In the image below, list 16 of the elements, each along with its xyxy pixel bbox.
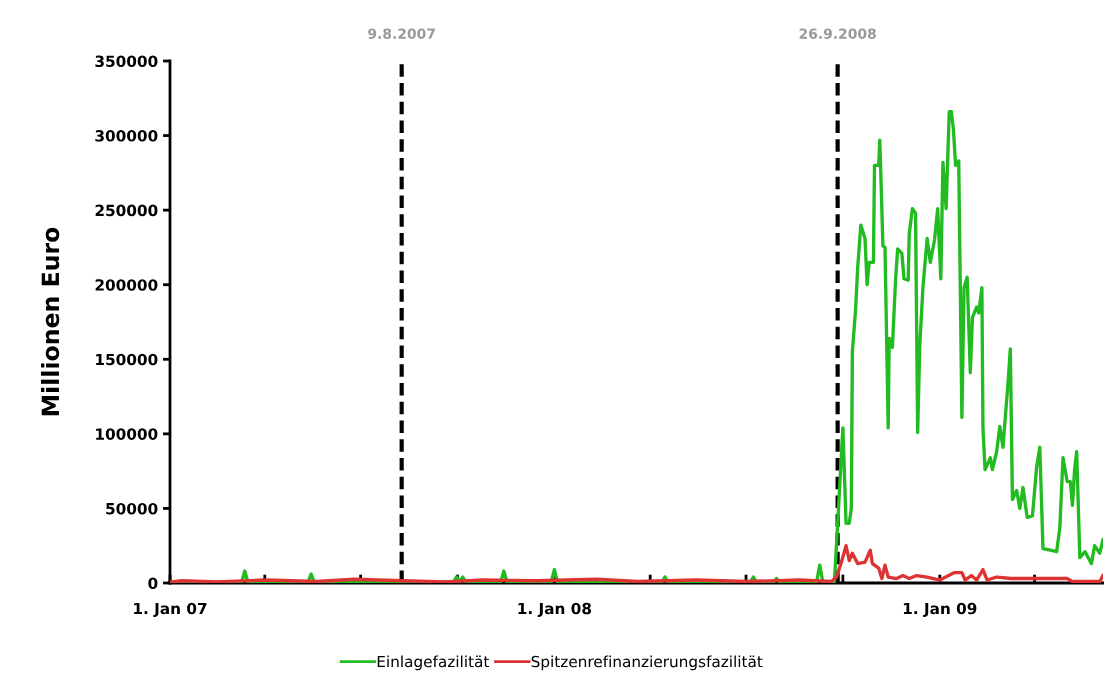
y-tick-label: 350000 xyxy=(95,55,158,68)
x-tick-label: 1. Jan 08 xyxy=(518,602,592,618)
y-tick-label: 150000 xyxy=(96,353,158,366)
y-axis-title: Millionen Euro xyxy=(41,227,60,416)
y-tick-label: 200000 xyxy=(95,279,158,291)
ref-line-label: 9.8.2007 xyxy=(368,28,435,39)
x-tick-label: 1. Jan 07 xyxy=(134,602,207,618)
y-tick-label: 100000 xyxy=(96,428,158,440)
legend-label: Einlagefazilität xyxy=(377,655,490,671)
ref-line-label: 26.9.2008 xyxy=(799,28,876,39)
y-tick-label: 50000 xyxy=(106,502,158,515)
legend-label: Spitzenrefinanzierungsfazilität xyxy=(531,655,763,671)
y-tick-label: 300000 xyxy=(95,130,158,142)
y-tick-label: 0 xyxy=(148,577,158,590)
x-tick-label: 1. Jan 09 xyxy=(903,602,977,618)
y-tick-label: 250000 xyxy=(95,204,158,217)
